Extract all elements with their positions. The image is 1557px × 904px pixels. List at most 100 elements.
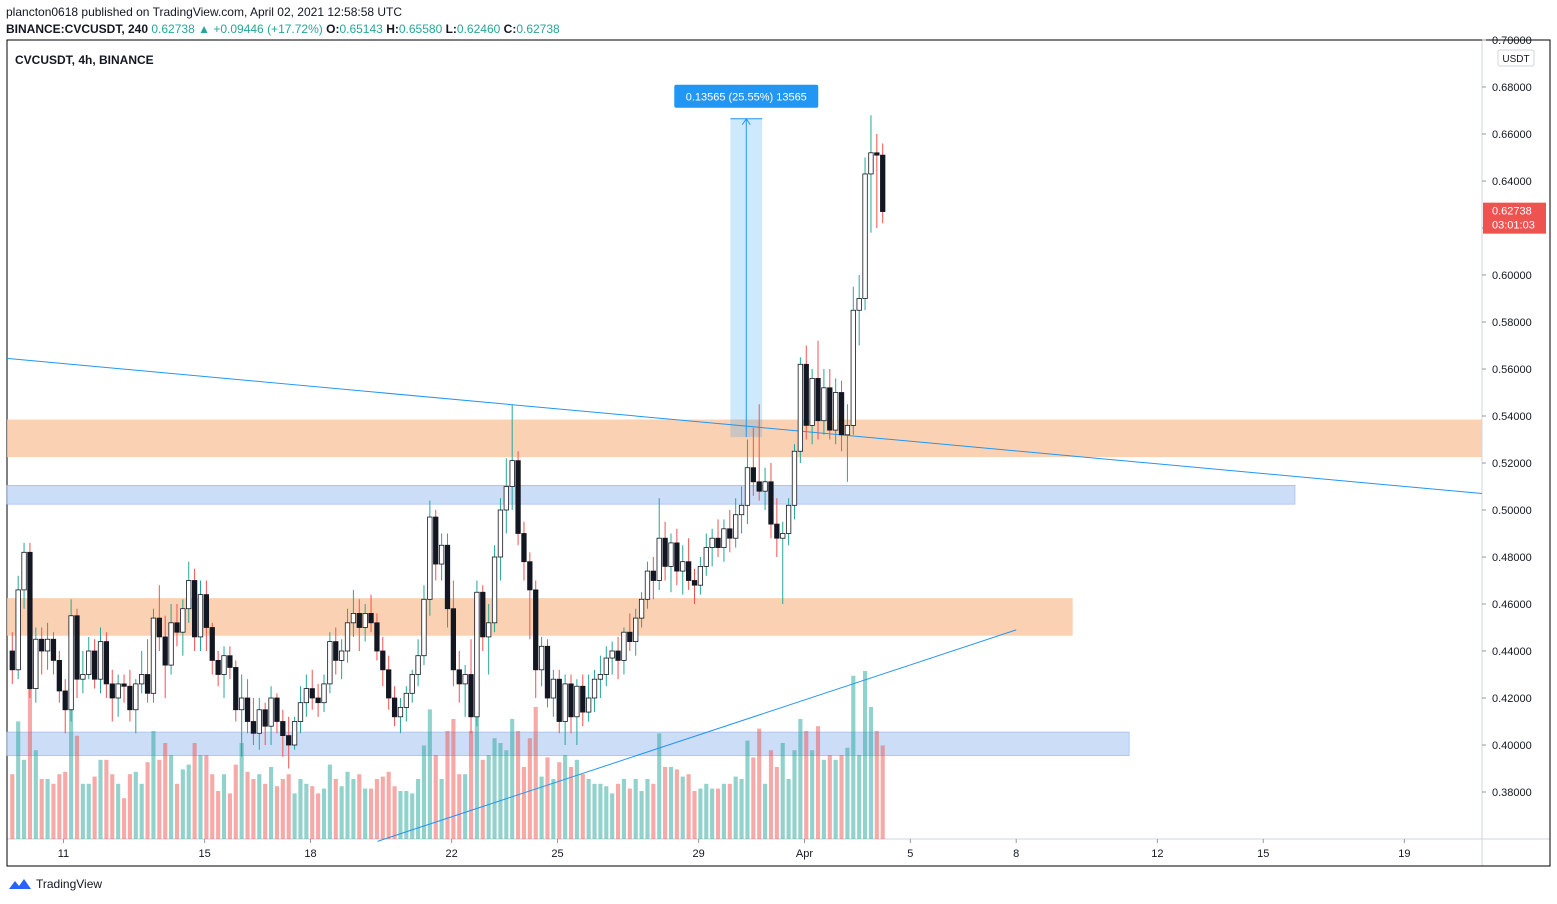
candle-body bbox=[321, 683, 327, 704]
time-tick-label: 29 bbox=[693, 848, 705, 860]
volume-bar bbox=[151, 731, 156, 839]
price-tick-label: 0.44000 bbox=[1492, 646, 1532, 658]
volume-bar bbox=[463, 774, 468, 839]
chart-title: CVCUSDT, 4h, BINANCE bbox=[15, 53, 154, 67]
candle-body bbox=[68, 615, 74, 711]
countdown-label: 03:01:03 bbox=[1492, 220, 1535, 232]
candle-body bbox=[474, 591, 480, 718]
candle-body bbox=[844, 424, 851, 436]
candle-body bbox=[309, 688, 315, 699]
candle-body bbox=[9, 650, 15, 671]
trendline-1 bbox=[6, 357, 1483, 495]
volume-bar bbox=[221, 774, 227, 839]
candle-body bbox=[115, 683, 121, 699]
open-value: 0.65143 bbox=[339, 22, 383, 36]
candle-body bbox=[491, 556, 498, 624]
candle-body bbox=[391, 697, 398, 718]
candle-body bbox=[356, 613, 362, 628]
candle-body bbox=[462, 674, 468, 685]
candle-body bbox=[586, 697, 592, 713]
volume-bar bbox=[263, 783, 268, 839]
volume-bar bbox=[245, 771, 250, 839]
volume-bar bbox=[780, 743, 785, 839]
volume-bar bbox=[839, 755, 844, 839]
low-value: 0.62460 bbox=[456, 22, 501, 36]
volume-bar bbox=[486, 755, 491, 839]
candle-body bbox=[233, 667, 239, 711]
candle-body bbox=[633, 617, 639, 642]
volume-bar bbox=[733, 776, 738, 839]
volume-bar bbox=[715, 788, 721, 839]
candle-body bbox=[197, 594, 204, 638]
candle-body bbox=[538, 645, 545, 671]
candle-body bbox=[762, 481, 768, 492]
volume-bar bbox=[10, 774, 15, 839]
volume-bar bbox=[380, 776, 385, 839]
volume-bar bbox=[557, 762, 562, 839]
candle-body bbox=[150, 617, 157, 694]
volume-bar bbox=[21, 759, 27, 839]
volume-bar bbox=[133, 771, 138, 839]
volume-bar bbox=[51, 783, 56, 839]
volume-bar bbox=[498, 743, 503, 839]
candle-body bbox=[409, 674, 415, 694]
candle-body bbox=[680, 561, 686, 572]
volume-bar bbox=[833, 759, 838, 839]
candle-body bbox=[80, 674, 86, 680]
candle-body bbox=[733, 514, 739, 539]
candle-body bbox=[697, 566, 704, 586]
volume-bar bbox=[663, 767, 668, 839]
candle-body bbox=[509, 460, 515, 487]
volume-bar bbox=[768, 750, 774, 839]
candle-body bbox=[544, 645, 551, 699]
volume-bar bbox=[674, 769, 679, 839]
candle-body bbox=[562, 683, 568, 722]
volume-bar bbox=[704, 783, 709, 839]
candle-body bbox=[121, 683, 127, 687]
candle-body bbox=[21, 551, 27, 591]
volume-bar bbox=[39, 779, 44, 839]
candle-body bbox=[780, 533, 786, 539]
price-tick-label: 0.70000 bbox=[1492, 35, 1532, 47]
candle-body bbox=[91, 650, 98, 680]
volume-bar bbox=[98, 759, 103, 839]
candle-body bbox=[262, 709, 268, 727]
volume-bar bbox=[304, 783, 309, 839]
candle-body bbox=[785, 504, 792, 534]
volume-bar bbox=[298, 779, 303, 839]
candle-body bbox=[103, 641, 110, 685]
time-tick-label: 18 bbox=[304, 848, 316, 860]
volume-bar bbox=[410, 793, 415, 839]
candle-body bbox=[568, 683, 574, 718]
volume-bar bbox=[116, 783, 121, 839]
candle-body bbox=[809, 377, 815, 426]
volume-bar bbox=[551, 779, 556, 839]
candle-body bbox=[533, 589, 539, 671]
currency-label: USDT bbox=[1502, 54, 1529, 65]
volume-bar bbox=[233, 764, 238, 839]
price-tick-label: 0.52000 bbox=[1492, 458, 1532, 470]
volume-bar bbox=[827, 755, 832, 839]
volume-bar bbox=[286, 774, 291, 839]
volume-bar bbox=[174, 783, 180, 839]
candle-body bbox=[415, 655, 421, 675]
candle-body bbox=[144, 674, 151, 694]
volume-bar bbox=[810, 750, 815, 839]
volume-bar bbox=[645, 779, 650, 839]
measure-arrow-icon bbox=[741, 117, 751, 126]
candle-body bbox=[880, 154, 886, 212]
candle-body bbox=[756, 481, 762, 492]
candle-body bbox=[380, 650, 386, 671]
candle-body bbox=[174, 622, 180, 633]
candle-body bbox=[527, 561, 533, 591]
volume-bar bbox=[568, 767, 574, 839]
close-label: C: bbox=[503, 22, 517, 36]
last-price: 0.62738 bbox=[151, 22, 195, 36]
candle-body bbox=[715, 537, 721, 549]
footer-brand[interactable]: TradingView bbox=[8, 877, 102, 891]
volume-bar bbox=[368, 788, 374, 839]
time-tick-label: 22 bbox=[445, 848, 457, 860]
volume-bar bbox=[574, 759, 579, 839]
candle-body bbox=[768, 481, 774, 525]
